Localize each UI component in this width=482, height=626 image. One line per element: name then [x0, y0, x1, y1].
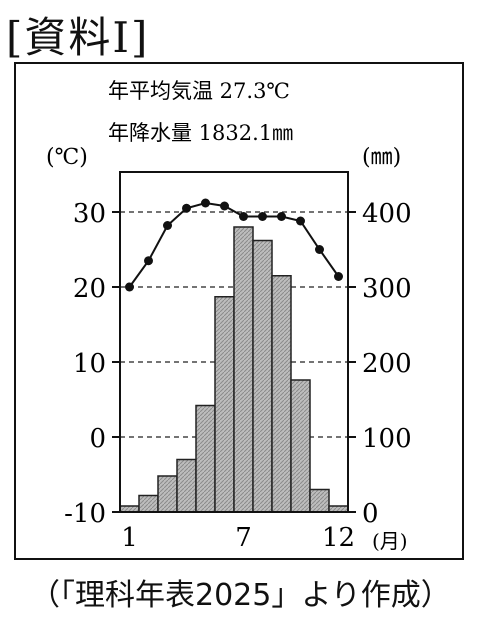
precip-bar	[176, 458, 197, 513]
x-tick-label: 12	[322, 523, 355, 553]
chart-frame: 年平均気温 27.3℃ 年降水量 1832.1㎜ (℃) (㎜) 30 20 10 0 -10 4…	[14, 62, 464, 560]
temperature-point	[277, 212, 286, 221]
temperature-point	[201, 198, 210, 208]
temperature-point	[125, 282, 134, 292]
temperature-point	[258, 212, 267, 221]
annotation-annual-precip: 年降水量 1832.1㎜	[108, 121, 293, 145]
plot-area	[119, 171, 349, 513]
page-title: [資料Ⅰ]	[6, 13, 150, 62]
x-tick-label: 7	[235, 523, 252, 553]
precip-bar	[271, 275, 292, 513]
source-note: （「理科年表2025」より作成）	[30, 570, 451, 614]
left-tick-label: -10	[64, 499, 106, 529]
annotation-mean-temp: 年平均気温 27.3℃	[108, 79, 290, 103]
right-tick-label: 400	[362, 199, 412, 229]
left-tick-label: 20	[73, 274, 106, 304]
precip-bar	[157, 475, 178, 513]
temperature-point	[296, 216, 305, 226]
left-axis-unit: (℃)	[46, 145, 88, 170]
precip-bar	[290, 379, 311, 513]
x-axis-unit: (月)	[372, 529, 408, 553]
temperature-point	[239, 212, 248, 221]
precip-bar	[195, 404, 216, 513]
precip-bar	[252, 239, 273, 513]
left-tick-label: 0	[89, 424, 106, 454]
temperature-point	[334, 272, 343, 281]
right-tick-label: 0	[362, 499, 379, 529]
temperature-point	[163, 221, 172, 230]
precip-bar	[138, 494, 159, 513]
temperature-point	[220, 201, 229, 211]
temperature-point	[315, 245, 324, 254]
precip-bar	[233, 226, 254, 513]
temperature-line	[128, 201, 340, 288]
precip-bar	[309, 488, 330, 513]
left-tick-label: 10	[73, 349, 106, 379]
x-tick-label: 1	[121, 523, 138, 553]
right-tick-label: 200	[362, 349, 412, 379]
temperature-point	[144, 256, 153, 266]
right-tick-label: 300	[362, 274, 412, 304]
right-tick-label: 100	[362, 424, 412, 454]
source-note-text: （「理科年表2025」より作成）	[30, 578, 451, 613]
left-tick-label: 30	[73, 199, 106, 229]
temperature-point	[182, 203, 191, 213]
right-axis-unit: (㎜)	[362, 145, 401, 170]
precip-bar	[214, 296, 235, 513]
